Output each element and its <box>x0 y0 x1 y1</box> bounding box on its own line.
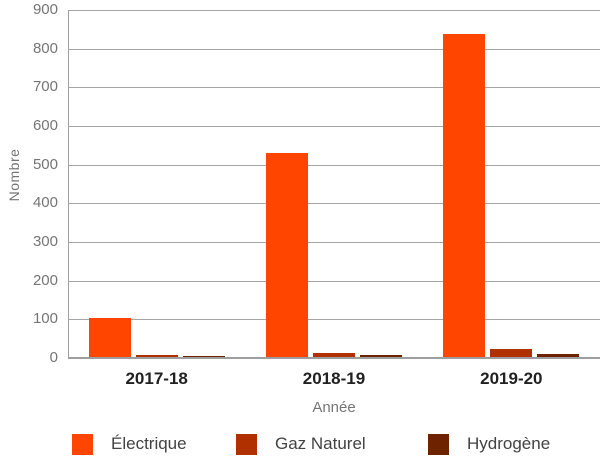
bar-2017-18-series-1 <box>135 354 178 358</box>
y-tick-label-300: 300 <box>32 233 58 250</box>
legend-item-2: Hydrogène <box>428 433 550 455</box>
legend-swatch-icon <box>236 433 257 455</box>
bar-2018-19-series-0 <box>266 153 308 358</box>
legend-swatch-icon <box>428 433 449 455</box>
y-axis-line <box>68 10 69 358</box>
x-axis-line <box>68 357 600 359</box>
legend-item-0: Électrique <box>72 433 187 455</box>
gridline-600 <box>68 126 600 127</box>
gridline-700 <box>68 87 600 89</box>
gridline-900 <box>68 10 600 11</box>
legend-label-0: Électrique <box>111 434 187 453</box>
x-axis-title: Année <box>312 399 356 416</box>
x-tick-label-2019-20: 2019-20 <box>480 369 543 388</box>
y-tick-label-900: 900 <box>32 1 58 18</box>
gridline-100 <box>68 319 600 321</box>
gridline-400 <box>68 203 600 205</box>
bar-2019-20-series-0 <box>443 33 486 358</box>
y-tick-label-100: 100 <box>32 310 58 328</box>
bar-2018-19-series-2 <box>360 355 402 358</box>
bar-2019-20-series-1 <box>490 349 533 358</box>
x-tick-label-2018-19: 2018-19 <box>302 369 366 388</box>
y-tick-label-200: 200 <box>32 271 58 289</box>
bar-2019-20-series-2 <box>537 354 580 358</box>
legend-label-1: Gaz Naturel <box>275 434 366 453</box>
gridline-800 <box>68 48 600 50</box>
gridline-500 <box>68 164 600 166</box>
legend-swatch-icon <box>72 433 93 455</box>
x-tick-label-2017-18: 2017-18 <box>125 369 188 388</box>
y-tick-label-400: 400 <box>32 194 58 212</box>
legend-item-1: Gaz Naturel <box>236 433 366 455</box>
legend-label-2: Hydrogène <box>467 434 551 453</box>
y-tick-label-800: 800 <box>32 39 58 57</box>
plot-area <box>68 10 600 358</box>
y-tick-label-0: 0 <box>49 349 58 366</box>
y-tick-label-700: 700 <box>32 78 58 96</box>
bar-2018-19-series-1 <box>313 352 355 358</box>
gridline-200 <box>68 280 600 282</box>
bar-2017-18-series-0 <box>88 318 131 358</box>
y-tick-label-500: 500 <box>32 155 58 173</box>
y-tick-label-600: 600 <box>32 117 58 134</box>
gridline-300 <box>68 242 600 243</box>
